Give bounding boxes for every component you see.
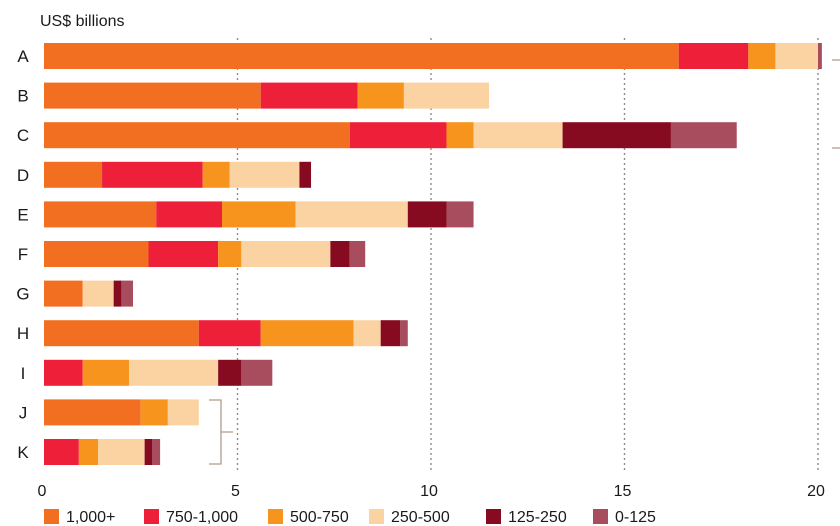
- bar-segment-I-2: [82, 359, 130, 386]
- bars: [44, 43, 822, 465]
- bar-segment-H-4: [380, 320, 401, 347]
- x-tick-label: 10: [420, 483, 438, 500]
- bar-segment-B-3: [403, 82, 490, 109]
- bar-segment-D-2: [202, 161, 230, 188]
- bar-segment-B-1: [260, 82, 358, 109]
- category-label: A: [17, 47, 29, 66]
- bar-segment-G-4: [113, 280, 122, 307]
- bar-segment-F-0: [44, 241, 149, 267]
- category-label: H: [17, 324, 29, 343]
- legend-label: 1,000+: [66, 509, 115, 526]
- legend-label: 125-250: [508, 509, 567, 526]
- bar-segment-I-1: [44, 359, 83, 386]
- bar-segment-C-3: [473, 122, 563, 149]
- category-label: E: [17, 205, 28, 224]
- legend-swatch: [268, 509, 283, 524]
- bar-segment-E-5: [446, 201, 474, 228]
- bar-segment-D-3: [229, 161, 300, 188]
- bar-segment-D-0: [44, 161, 103, 188]
- category-label: I: [21, 364, 26, 383]
- category-label: D: [17, 166, 29, 185]
- legend-label: 250-500: [391, 509, 450, 526]
- category-label: F: [18, 245, 28, 264]
- bar-segment-J-3: [167, 399, 199, 426]
- bar-segment-K-3: [98, 439, 145, 465]
- legend: 1,000+ 750-1,000 500-750 250-500 125-250 0-12…: [44, 509, 656, 526]
- bar-segment-D-4: [299, 161, 312, 188]
- bracket-j-k: [209, 399, 233, 465]
- bar-segment-K-1: [44, 439, 79, 465]
- legend-swatch: [144, 509, 159, 524]
- bar-segment-D-1: [102, 161, 203, 188]
- bar-segment-J-2: [140, 399, 168, 426]
- bar-segment-E-4: [407, 201, 447, 228]
- bar-segment-E-2: [222, 201, 296, 228]
- legend-swatch: [486, 509, 501, 524]
- bar-segment-F-1: [148, 241, 219, 267]
- brackets: [209, 59, 840, 465]
- bar-segment-C-1: [349, 122, 447, 149]
- bar-segment-K-2: [78, 439, 99, 465]
- x-tick-label: 20: [807, 483, 825, 500]
- bar-segment-I-3: [129, 359, 219, 386]
- bar-segment-H-2: [260, 320, 354, 347]
- category-labels: A B C D E F G H I J K: [16, 47, 29, 462]
- bar-segment-H-1: [198, 320, 261, 347]
- category-label: K: [17, 443, 29, 462]
- bar-segment-I-4: [218, 359, 242, 386]
- bar-segment-F-3: [241, 241, 331, 267]
- bar-segment-E-0: [44, 201, 157, 228]
- bar-segment-B-0: [44, 82, 261, 109]
- bar-segment-B-2: [357, 82, 404, 109]
- bar-segment-K-5: [152, 439, 161, 465]
- x-axis-tick-labels: 0 5 10 15 20: [38, 483, 825, 500]
- bar-segment-C-0: [44, 122, 350, 149]
- bar-segment-A-2: [748, 43, 776, 69]
- bar-segment-C-4: [562, 122, 671, 149]
- bar-segment-A-3: [775, 43, 818, 69]
- bar-segment-G-0: [44, 280, 83, 307]
- bar-segment-F-5: [349, 241, 366, 267]
- x-tick-label: 0: [38, 483, 47, 500]
- x-tick-label: 5: [231, 483, 240, 500]
- bar-segment-H-0: [44, 320, 199, 347]
- bar-segment-C-2: [446, 122, 474, 149]
- legend-swatch: [593, 509, 608, 524]
- bar-segment-E-3: [295, 201, 408, 228]
- legend-label: 500-750: [290, 509, 349, 526]
- legend-swatch: [369, 509, 384, 524]
- bracket-a-c: [832, 59, 840, 149]
- bar-segment-F-2: [218, 241, 242, 267]
- bar-segment-G-3: [82, 280, 114, 307]
- x-tick-label: 15: [614, 483, 632, 500]
- legend-label: 750-1,000: [166, 509, 238, 526]
- bar-segment-G-5: [121, 280, 134, 307]
- category-label: C: [17, 126, 29, 145]
- bar-segment-F-4: [330, 241, 350, 267]
- bar-segment-I-5: [241, 359, 273, 386]
- bar-segment-E-1: [156, 201, 223, 228]
- bar-segment-J-0: [44, 399, 141, 426]
- category-label: G: [16, 285, 29, 304]
- bar-segment-H-5: [400, 320, 408, 347]
- legend-swatch: [44, 509, 59, 524]
- bar-segment-K-4: [144, 439, 153, 465]
- category-label: B: [17, 87, 28, 106]
- bar-segment-C-5: [670, 122, 737, 149]
- bar-segment-A-0: [44, 43, 679, 69]
- legend-label: 0-125: [615, 509, 656, 526]
- unit-label: US$ billions: [40, 13, 124, 30]
- bar-segment-H-3: [353, 320, 381, 347]
- bar-segment-A-1: [678, 43, 749, 69]
- bar-segment-A-5: [818, 43, 822, 69]
- category-label: J: [19, 403, 28, 422]
